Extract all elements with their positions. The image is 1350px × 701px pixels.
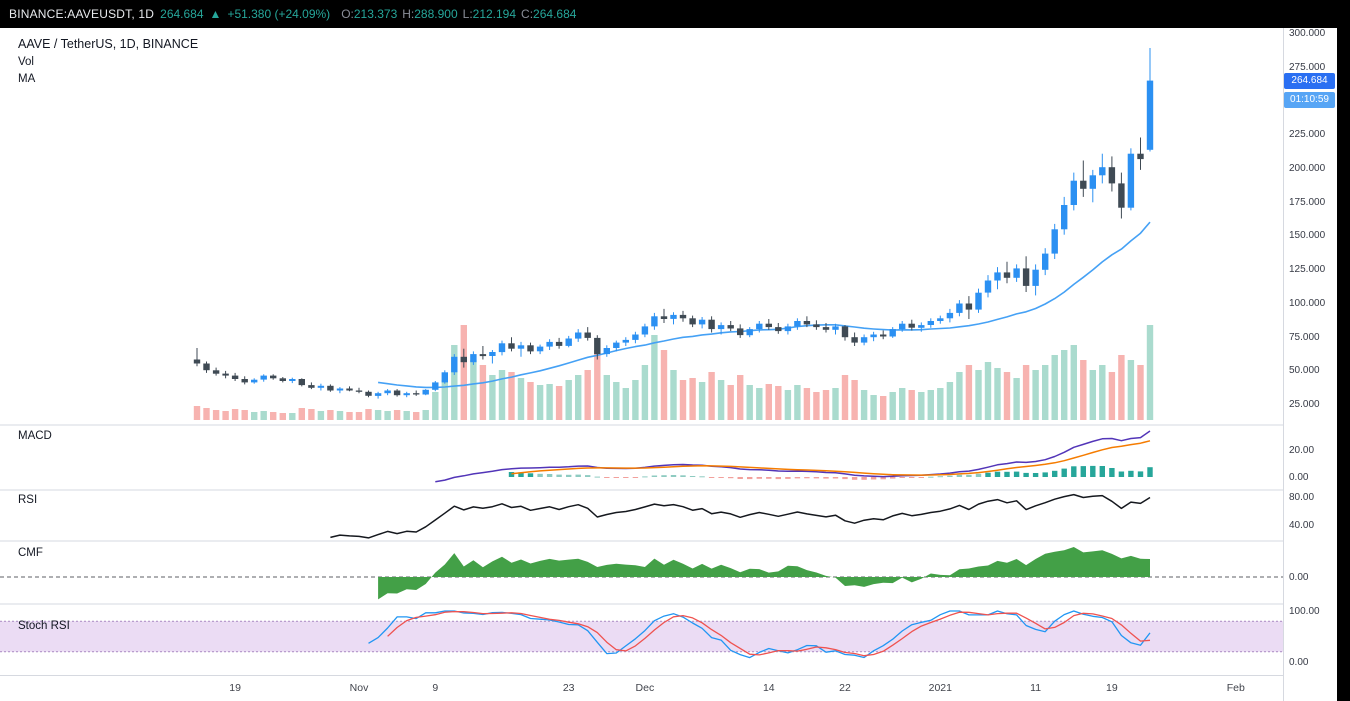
macd-axis-label: 20.00 <box>1289 444 1315 456</box>
price-axis-label: 200.000 <box>1289 162 1326 174</box>
time-axis-label: 14 <box>762 682 775 694</box>
ohlc-status-bar: BINANCE:AAVEUSDT, 1D 264.684 ▲ +51.380 (… <box>0 0 1350 28</box>
price-axis-label: 25.000 <box>1289 399 1320 410</box>
ohlc-field-label: H: <box>402 7 415 21</box>
stoch-axis-label: 100.00 <box>1289 606 1320 617</box>
right-panel-strip <box>1337 0 1350 701</box>
time-axis-label: 9 <box>432 682 439 694</box>
bar-countdown-badge: 01:10:59 <box>1284 91 1335 108</box>
ohlc-field-label: L: <box>462 7 473 21</box>
last-price-badge: 264.684 <box>1284 72 1335 89</box>
time-axis-label: 23 <box>562 682 575 694</box>
price-axis-label: 125.000 <box>1289 264 1326 276</box>
legend-ma[interactable]: MA <box>18 73 36 85</box>
macd-layer <box>435 430 1153 483</box>
price-axis-label: 175.000 <box>1289 196 1326 208</box>
symbol-interval[interactable]: BINANCE:AAVEUSDT, 1D <box>9 7 155 21</box>
change-arrow-icon: ▲ <box>209 7 222 21</box>
stoch-rsi-layer <box>0 610 1283 659</box>
pane-separators <box>0 424 1337 676</box>
time-axis-label: Nov <box>349 682 369 694</box>
price-axis-label: 50.000 <box>1289 365 1320 377</box>
price-axis-label: 275.000 <box>1289 61 1326 73</box>
time-axis-label: 22 <box>839 682 851 694</box>
ohlc-field-value: 212.194 <box>472 7 517 21</box>
last-price: 264.684 <box>160 7 204 21</box>
rsi-axis-label: 40.00 <box>1289 520 1315 531</box>
ohlc-field-label: C: <box>521 7 534 21</box>
ohlc-field-value: 213.373 <box>353 7 398 21</box>
cmf-layer <box>0 547 1283 600</box>
volume-layer <box>193 325 1154 420</box>
rsi-pane-label[interactable]: RSI <box>18 494 38 506</box>
macd-pane-label[interactable]: MACD <box>18 430 52 442</box>
ohlc-field-label: O: <box>341 7 354 21</box>
time-axis-label: 2021 <box>928 682 952 694</box>
stoch-rsi-pane-label[interactable]: Stoch RSI <box>18 620 70 632</box>
time-axis-label: 19 <box>1106 682 1118 694</box>
price-axis-label: 300.000 <box>1289 28 1326 39</box>
time-axis-label: Dec <box>635 682 655 694</box>
price-axis-separator <box>1283 28 1284 701</box>
time-axis-label: Feb <box>1226 682 1245 694</box>
rsi-layer <box>330 493 1151 539</box>
price-axis-label: 100.000 <box>1289 297 1326 309</box>
ma-line <box>377 221 1151 389</box>
ohlc-values: O:213.373 H:288.900 L:212.194 C:264.684 <box>336 7 576 21</box>
cmf-pane-label[interactable]: CMF <box>18 547 43 559</box>
chart-canvas[interactable] <box>0 28 1337 676</box>
ohlc-field-value: 288.900 <box>414 7 458 21</box>
cmf-axis-label: 0.00 <box>1289 572 1309 583</box>
ohlc-field-value: 264.684 <box>533 7 577 21</box>
price-axis[interactable]: 264.684 01:10:59 300.000 275.000 225.000 20… <box>1284 0 1337 701</box>
legend-vol[interactable]: Vol <box>18 56 34 68</box>
price-axis-label: 150.000 <box>1289 230 1326 242</box>
time-axis[interactable]: 19 Nov 9 23 Dec 14 22 2021 11 19 Feb <box>0 676 1283 701</box>
stoch-axis-label: 0.00 <box>1289 657 1309 668</box>
rsi-axis-label: 80.00 <box>1289 492 1315 503</box>
macd-axis-label: 0.00 <box>1289 472 1309 483</box>
legend-symbol[interactable]: AAVE / TetherUS, 1D, BINANCE <box>18 37 199 51</box>
time-axis-label: 19 <box>229 682 241 694</box>
price-axis-label: 225.000 <box>1289 129 1326 141</box>
price-change: +51.380 (+24.09%) <box>227 7 331 21</box>
time-axis-label: 11 <box>1030 682 1042 694</box>
candles-layer <box>193 48 1154 399</box>
price-axis-label: 75.000 <box>1289 331 1320 343</box>
